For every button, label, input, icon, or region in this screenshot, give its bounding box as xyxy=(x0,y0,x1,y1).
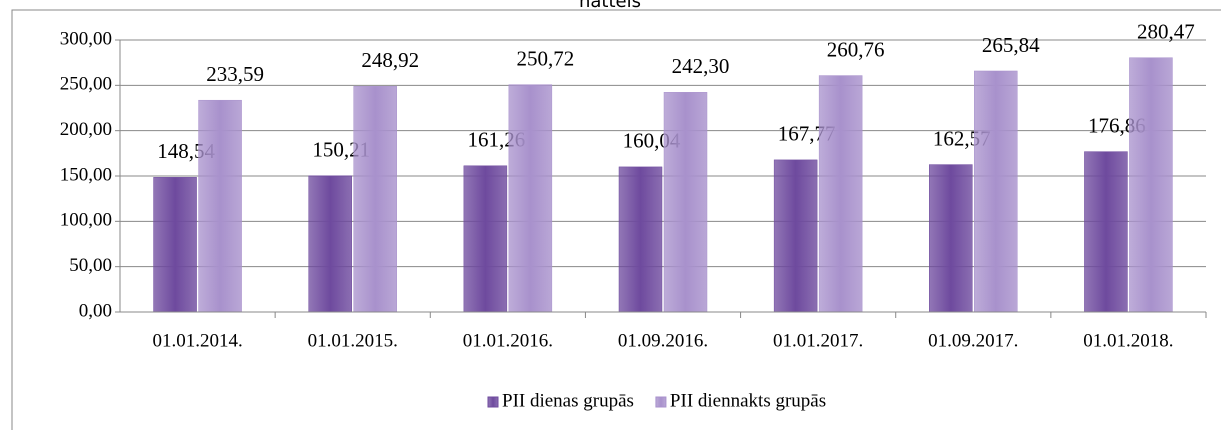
bar xyxy=(1084,151,1128,313)
bar xyxy=(308,175,352,313)
bar xyxy=(198,99,242,313)
bar xyxy=(773,159,818,313)
y-tick-label: 300,00 xyxy=(60,28,112,49)
bar xyxy=(463,165,508,313)
value-label: 265,84 xyxy=(982,33,1040,57)
y-tick-label: 200,00 xyxy=(60,119,112,140)
y-tick-label: 250,00 xyxy=(60,74,112,95)
value-label: 250,72 xyxy=(516,46,574,70)
value-label: 248,92 xyxy=(361,48,419,72)
bar xyxy=(618,166,663,313)
y-tick-label: 100,00 xyxy=(60,210,112,231)
y-tick-label: 150,00 xyxy=(60,164,112,185)
y-tick-label: 0,00 xyxy=(79,300,112,321)
legend-swatch xyxy=(655,396,667,408)
bar xyxy=(929,164,973,313)
bar xyxy=(1129,57,1173,313)
bar xyxy=(508,84,553,313)
value-label: 233,59 xyxy=(206,62,264,86)
x-tick-label: 01.09.2017. xyxy=(928,330,1018,351)
x-tick-label: 01.01.2014. xyxy=(152,330,242,351)
bar xyxy=(974,70,1018,313)
x-tick-label: 01.01.2016. xyxy=(463,330,553,351)
bar xyxy=(663,92,708,313)
x-tick-label: 01.09.2016. xyxy=(618,330,708,351)
y-tick-label: 50,00 xyxy=(69,255,112,276)
chart-title: nattels xyxy=(579,0,641,12)
bar xyxy=(353,86,397,313)
legend-swatch xyxy=(487,396,499,408)
bar xyxy=(818,75,863,313)
legend-label: PII diennakts grupās xyxy=(670,390,826,411)
value-label: 280,47 xyxy=(1137,20,1195,44)
x-tick-label: 01.01.2015. xyxy=(308,330,398,351)
bar xyxy=(153,177,197,313)
value-label: 242,30 xyxy=(672,54,730,78)
x-tick-label: 01.01.2017. xyxy=(773,330,863,351)
x-tick-label: 01.01.2018. xyxy=(1083,330,1173,351)
chart-frame xyxy=(11,9,1221,430)
legend-label: PII dienas grupās xyxy=(502,390,634,411)
value-label: 260,76 xyxy=(827,37,885,61)
